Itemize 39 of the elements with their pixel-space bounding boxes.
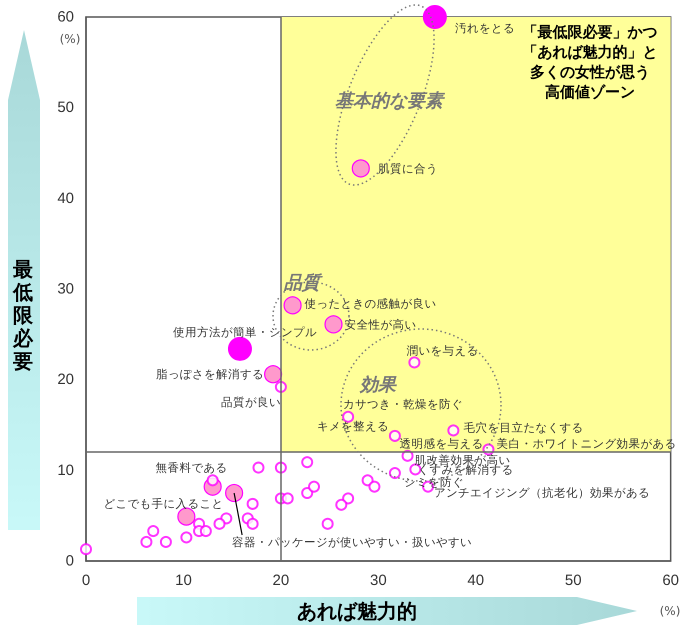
x-tick-label: 20 <box>272 572 290 589</box>
y-tick-label: 40 <box>57 190 74 207</box>
annotation: 基本的な要素 <box>335 90 446 112</box>
annotation: 高価値ゾーン <box>545 83 635 101</box>
y-tick-label: 50 <box>57 99 74 116</box>
x-tick-label: 40 <box>467 572 484 589</box>
annotation: 容器・パッケージが使いやすい・扱いやすい <box>232 535 472 549</box>
annotation: キメを整える <box>316 418 389 433</box>
annotation: 「あれば魅力的」と <box>522 43 658 61</box>
x-tick-label: 50 <box>564 572 582 589</box>
annotation: 「最低限必要」かつ <box>522 23 658 41</box>
annotation: どこでも手に入ること <box>103 496 224 511</box>
y-tick-label: 60 <box>57 8 74 26</box>
annotation: 多くの女性が思う <box>530 63 650 81</box>
x-tick-label: 30 <box>370 572 387 589</box>
annotation: 品質 <box>283 272 323 294</box>
annotation: 汚れをとる <box>454 21 515 35</box>
y-tick-label: 20 <box>57 371 74 388</box>
annotation: 安全性が高い <box>344 317 417 332</box>
annotation: カサつき・乾燥を防ぐ <box>343 396 464 411</box>
annotation: 毛穴を目立たなくする <box>463 420 584 434</box>
annotation: 脂っぽさを解消する <box>156 367 264 382</box>
x-tick-label: 60 <box>662 572 679 589</box>
annotation: 使ったときの感触が良い <box>304 296 437 310</box>
text: (%) <box>60 32 80 46</box>
y-tick-label: 30 <box>57 280 74 298</box>
annotation: 効果 <box>359 374 398 396</box>
y-axis-title: 最低限必要 <box>12 257 34 373</box>
x-tick-label: 0 <box>82 572 90 589</box>
x-tick-label: 10 <box>175 572 192 589</box>
annotation: 潤いを与える <box>406 343 478 358</box>
text: (%) <box>660 604 680 618</box>
annotation: 品質が良い <box>220 394 281 409</box>
annotation: 無香料である <box>156 460 228 475</box>
y-tick-label: 0 <box>66 552 74 570</box>
y-tick-label: 10 <box>57 462 74 479</box>
x-axis-title: あれば魅力的 <box>296 598 418 625</box>
annotation: 肌質に合う <box>378 161 438 176</box>
annotation: 透明感を与える <box>399 436 484 450</box>
